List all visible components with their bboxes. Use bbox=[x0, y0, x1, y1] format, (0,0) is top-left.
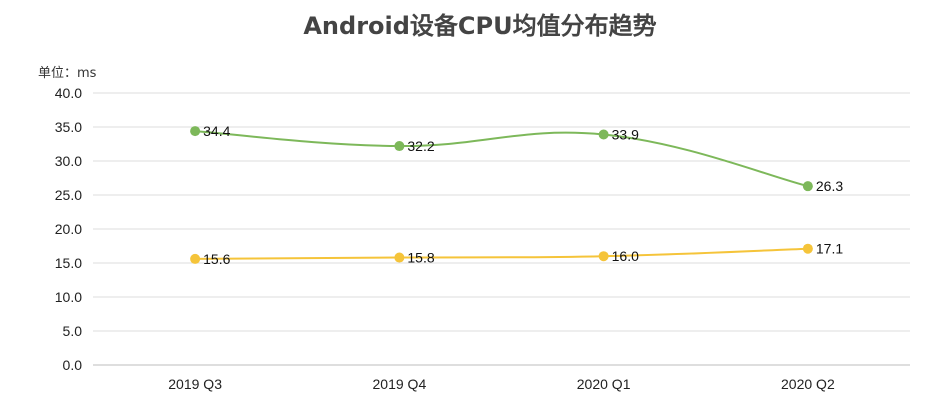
series-1: 34.4 32.2 33.9 26.3 bbox=[190, 123, 843, 194]
x-tick-label: 2019 Q4 bbox=[373, 376, 427, 392]
data-point bbox=[190, 126, 201, 137]
data-label: 15.6 bbox=[203, 251, 230, 267]
series-line bbox=[195, 247, 808, 260]
x-tick-label: 2020 Q1 bbox=[577, 376, 631, 392]
data-point bbox=[598, 251, 609, 262]
data-label: 15.8 bbox=[407, 250, 434, 266]
y-tick-label: 35.0 bbox=[55, 119, 82, 135]
data-label: 34.4 bbox=[203, 123, 230, 139]
chart-title: Android设备CPU均值分布趋势 bbox=[303, 12, 656, 40]
data-point bbox=[802, 243, 813, 254]
data-point bbox=[190, 253, 201, 264]
data-label: 33.9 bbox=[612, 126, 639, 142]
data-point bbox=[802, 181, 813, 192]
data-label: 32.2 bbox=[407, 138, 434, 154]
x-tick-label: 2020 Q2 bbox=[781, 376, 835, 392]
y-tick-label: 5.0 bbox=[63, 323, 83, 339]
data-label: 17.1 bbox=[816, 241, 843, 257]
data-point bbox=[394, 252, 405, 263]
y-tick-label: 0.0 bbox=[63, 357, 83, 373]
data-point bbox=[394, 141, 405, 152]
x-axis: 2019 Q3 2019 Q4 2020 Q1 2020 Q2 bbox=[168, 376, 835, 392]
y-tick-label: 30.0 bbox=[55, 153, 82, 169]
grid bbox=[93, 92, 910, 366]
y-tick-label: 10.0 bbox=[55, 289, 82, 305]
data-label: 16.0 bbox=[612, 248, 639, 264]
series-2: 15.6 15.8 16.0 17.1 bbox=[190, 241, 843, 267]
y-tick-label: 40.0 bbox=[55, 85, 82, 101]
data-point bbox=[598, 129, 609, 140]
series-line bbox=[195, 130, 809, 188]
y-tick-label: 20.0 bbox=[55, 221, 82, 237]
x-tick-label: 2019 Q3 bbox=[168, 376, 222, 392]
series: 34.4 32.2 33.9 26.3 15.6 15.8 16.0 17.1 bbox=[190, 123, 843, 267]
y-unit-label: 单位：ms bbox=[38, 66, 97, 81]
data-label: 26.3 bbox=[816, 178, 843, 194]
y-tick-label: 15.0 bbox=[55, 255, 82, 271]
y-tick-label: 25.0 bbox=[55, 187, 82, 203]
y-axis: 0.0 5.0 10.0 15.0 20.0 25.0 30.0 35.0 40.0 bbox=[55, 85, 82, 373]
